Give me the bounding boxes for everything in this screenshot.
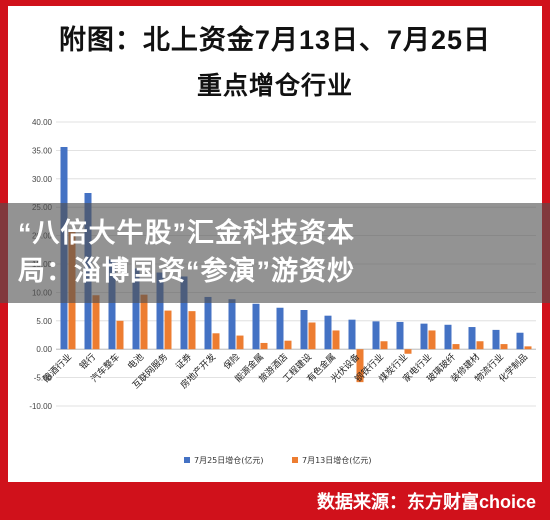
footer-bar <box>0 482 550 520</box>
bar-jul13 <box>332 330 340 350</box>
bar-jul13 <box>116 320 124 350</box>
category-label: 证券 <box>173 351 194 372</box>
bar-jul13 <box>476 341 484 350</box>
bar-jul25 <box>324 315 332 350</box>
bar-jul13 <box>164 310 172 350</box>
bar-jul25 <box>300 310 308 350</box>
bar-jul13 <box>356 349 364 383</box>
category-label: 电池 <box>125 351 146 372</box>
bar-jul25 <box>396 321 404 350</box>
bar-jul13 <box>284 340 292 350</box>
y-tick-label: 30.00 <box>32 175 53 184</box>
source-label: 数据来源：东方财富choice <box>316 492 536 512</box>
bar-jul25 <box>348 319 356 350</box>
y-tick-label: 5.00 <box>36 317 52 326</box>
bar-jul25 <box>444 324 452 350</box>
legend-jul25-label: 7月25日增仓(亿元) <box>194 455 264 465</box>
headline-text: “八倍大牛股”汇金科技资本 局：淄博国资“参演”游资炒 <box>18 214 538 290</box>
bar-jul13 <box>260 342 268 350</box>
bar-jul13 <box>236 335 244 350</box>
headline-overlay <box>0 203 550 303</box>
bar-jul25 <box>204 296 212 350</box>
bar-jul25 <box>516 332 524 350</box>
chart-subtitle: 重点增仓行业 <box>196 72 353 100</box>
bar-jul13 <box>500 344 508 350</box>
bar-jul25 <box>420 323 428 350</box>
category-label: 银行 <box>77 351 98 372</box>
legend-jul13-swatch <box>292 457 298 463</box>
chart-title: 附图：北上资金7月13日、7月25日 <box>58 25 492 55</box>
bar-jul13 <box>140 294 148 350</box>
bar-jul13 <box>308 322 316 350</box>
bar-jul25 <box>276 307 284 350</box>
legend-jul13-label: 7月13日增仓(亿元) <box>302 455 372 465</box>
legend-jul25-swatch <box>184 457 190 463</box>
y-tick-label: -10.00 <box>29 402 52 411</box>
bar-jul25 <box>180 276 188 350</box>
headline-line-2: 局：淄博国资“参演”游资炒 <box>18 256 355 286</box>
bar-jul25 <box>252 303 260 350</box>
bar-jul25 <box>468 327 476 350</box>
bar-jul25 <box>228 299 236 350</box>
bar-jul25 <box>108 259 116 350</box>
bar-jul25 <box>132 268 140 350</box>
y-tick-label: 35.00 <box>32 146 53 155</box>
category-label: 酿酒行业 <box>40 351 74 385</box>
headline-line-1: “八倍大牛股”汇金科技资本 <box>18 218 355 248</box>
category-label: 保险 <box>221 351 242 372</box>
bar-jul25 <box>372 321 380 350</box>
bar-jul25 <box>156 272 164 350</box>
bar-jul13 <box>524 346 532 350</box>
bar-jul13 <box>380 341 388 350</box>
bar-jul13 <box>212 333 220 350</box>
title-area: 附图：北上资金7月13日、7月25日 重点增仓行业 <box>8 6 542 106</box>
bar-jul25 <box>492 329 500 350</box>
y-tick-label: 40.00 <box>32 118 53 127</box>
bar-jul13 <box>404 349 412 354</box>
bar-jul13 <box>92 295 100 350</box>
bar-jul13 <box>188 311 196 350</box>
bar-jul13 <box>428 330 436 350</box>
y-tick-label: 0.00 <box>36 345 52 354</box>
bar-jul13 <box>452 344 460 350</box>
y-tick-label: -5.00 <box>34 374 53 383</box>
